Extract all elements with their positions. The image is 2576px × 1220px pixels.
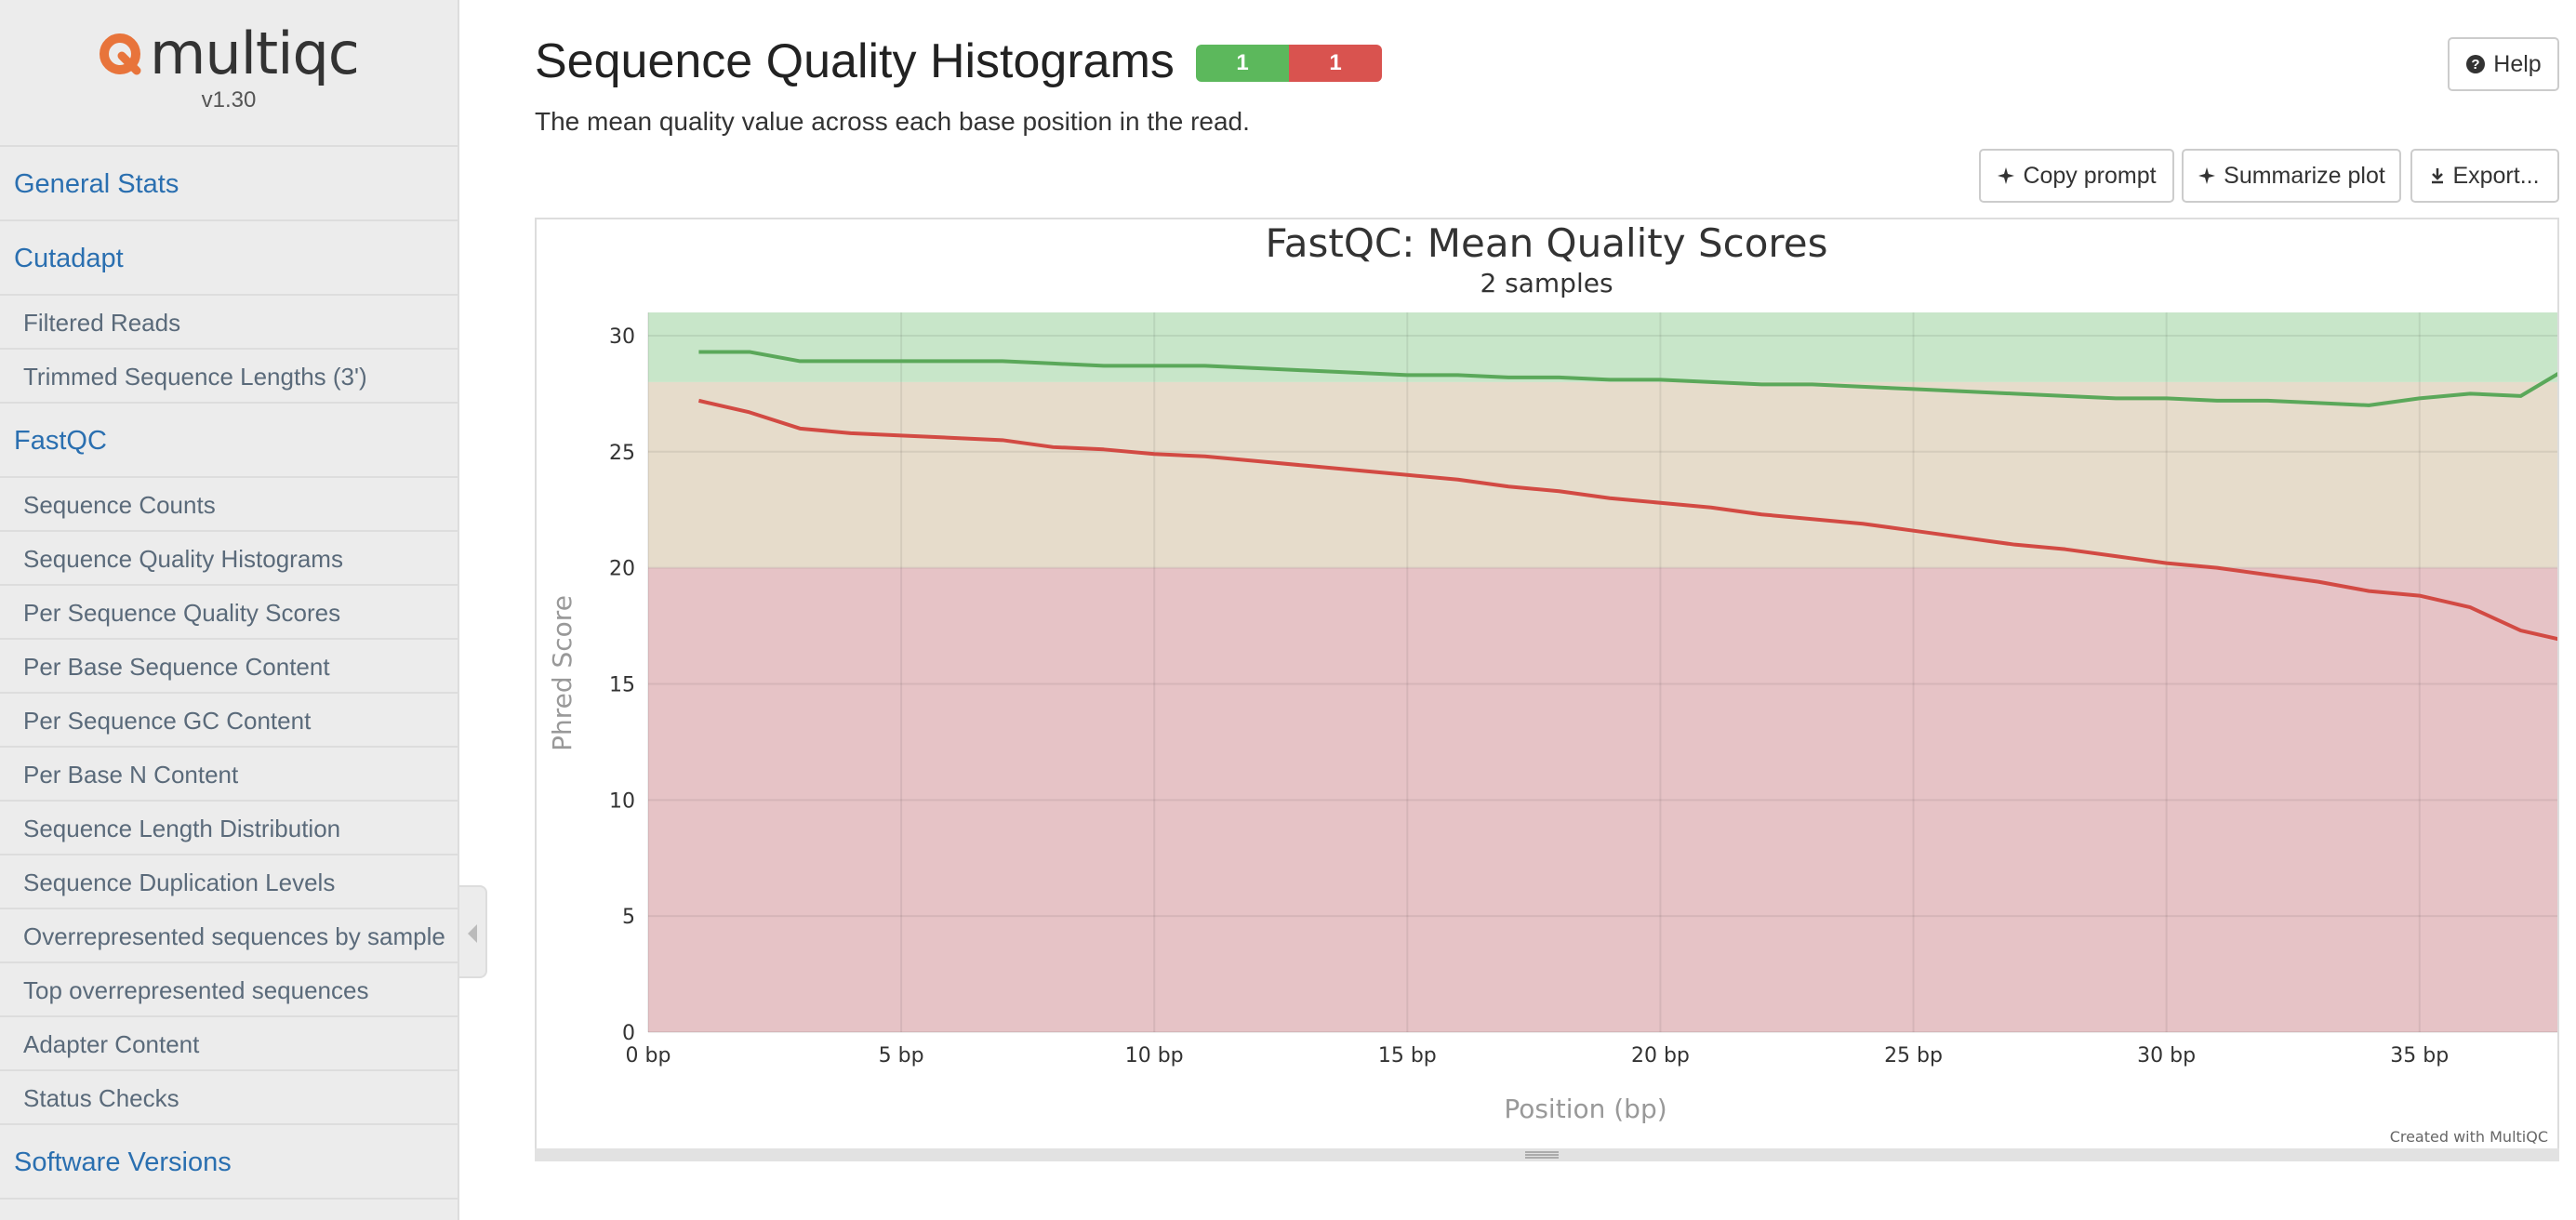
copy-prompt-button[interactable]: Copy prompt	[1979, 149, 2174, 203]
nav-per-sequence-gc-content[interactable]: Per Sequence GC Content	[0, 694, 458, 748]
y-axis-label: Phred Score	[547, 595, 578, 751]
summarize-plot-button[interactable]: Summarize plot	[2182, 149, 2401, 203]
x-axis-label: Position (bp)	[1504, 1094, 1666, 1124]
main-content: Sequence Quality Histograms 1 1 The mean…	[459, 0, 2576, 1220]
multiqc-logo[interactable]: multiqc	[98, 20, 360, 87]
y-tick-label: 25	[609, 442, 635, 465]
nav-software-versions[interactable]: Software Versions	[0, 1125, 458, 1200]
x-tick-label: 25 bp	[1884, 1044, 1943, 1068]
nav-fastqc[interactable]: FastQC	[0, 404, 458, 478]
chart-title: FastQC: Mean Quality Scores	[1265, 220, 1827, 266]
band-good	[648, 312, 2557, 382]
sidebar-collapse-toggle[interactable]	[459, 885, 487, 978]
pass-count-badge[interactable]: 1	[1196, 45, 1289, 82]
x-tick-label: 20 bp	[1631, 1044, 1690, 1068]
page-title: Sequence Quality Histograms	[535, 34, 1175, 88]
logo-area: multiqc v1.30	[0, 0, 458, 147]
svg-text:?: ?	[2472, 57, 2480, 73]
series-line-1[interactable]	[698, 350, 2557, 407]
status-badges: 1 1	[1196, 45, 1382, 82]
nav-sequence-quality-histograms[interactable]: Sequence Quality Histograms	[0, 532, 458, 586]
export-label: Export...	[2452, 162, 2540, 189]
question-circle-icon: ?	[2466, 55, 2486, 73]
nav-overrepresented-by-sample[interactable]: Overrepresented sequences by sample	[0, 909, 458, 963]
download-icon	[2432, 168, 2444, 184]
sparkle-icon	[1998, 167, 2015, 184]
nav-per-base-n-content[interactable]: Per Base N Content	[0, 748, 458, 802]
sidebar: multiqc v1.30 General Stats Cutadapt Fil…	[0, 0, 459, 1220]
nav-filtered-reads[interactable]: Filtered Reads	[0, 296, 458, 350]
nav-per-base-sequence-content[interactable]: Per Base Sequence Content	[0, 640, 458, 694]
x-tick-label: 10 bp	[1125, 1044, 1184, 1068]
nav-sequence-length-distribution[interactable]: Sequence Length Distribution	[0, 802, 458, 855]
drag-handle-icon	[1525, 1151, 1559, 1159]
sparkle-icon	[2198, 167, 2216, 184]
nav-trimmed-sequence-lengths[interactable]: Trimmed Sequence Lengths (3')	[0, 350, 458, 404]
chart-subtitle: 2 samples	[1480, 268, 1613, 298]
caret-left-icon	[468, 924, 477, 943]
plot-container[interactable]: 0 bp 5 bp 10 bp 15 bp 20 bp 25 bp 30 bp 35 bp 0 5…	[535, 218, 2559, 1150]
nav-sequence-counts[interactable]: Sequence Counts	[0, 478, 458, 532]
nav-general-stats[interactable]: General Stats	[0, 147, 458, 221]
multiqc-logo-icon	[100, 33, 141, 75]
mean-quality-chart[interactable]: 0 bp 5 bp 10 bp 15 bp 20 bp 25 bp 30 bp 35 bp 0 5…	[537, 219, 2557, 1148]
band-warn	[648, 381, 2557, 568]
x-tick-label: 0 bp	[626, 1044, 671, 1068]
x-tick-label: 35 bp	[2390, 1044, 2449, 1068]
y-tick-label: 15	[609, 673, 635, 696]
x-tick-label: 5 bp	[879, 1044, 924, 1068]
x-tick-label: 15 bp	[1378, 1044, 1437, 1068]
plot-resize-handle[interactable]	[535, 1148, 2559, 1161]
section-description: The mean quality value across each base …	[535, 107, 1250, 136]
nav-sequence-duplication-levels[interactable]: Sequence Duplication Levels	[0, 855, 458, 909]
nav-top-overrepresented[interactable]: Top overrepresented sequences	[0, 963, 458, 1017]
fail-count-badge[interactable]: 1	[1289, 45, 1382, 82]
y-tick-label: 20	[609, 558, 635, 581]
nav-per-sequence-quality-scores[interactable]: Per Sequence Quality Scores	[0, 586, 458, 640]
export-button[interactable]: Export...	[2410, 149, 2559, 203]
logo-text: multiqc	[150, 20, 360, 87]
x-tick-label: 30 bp	[2137, 1044, 2196, 1068]
version-label: v1.30	[201, 87, 257, 113]
nav-status-checks[interactable]: Status Checks	[0, 1071, 458, 1125]
y-tick-label: 5	[622, 906, 635, 929]
copy-prompt-label: Copy prompt	[2023, 162, 2157, 189]
chart-credit[interactable]: Created with MultiQC	[2390, 1128, 2548, 1146]
help-button[interactable]: ? Help	[2448, 37, 2559, 91]
nav-adapter-content[interactable]: Adapter Content	[0, 1017, 458, 1071]
band-bad	[648, 567, 2557, 1032]
y-tick-label: 30	[609, 325, 635, 349]
y-tick-label: 10	[609, 789, 635, 813]
series-line-2[interactable]	[697, 398, 2557, 643]
summarize-plot-label: Summarize plot	[2224, 162, 2385, 189]
y-tick-label: 0	[622, 1022, 635, 1045]
help-label: Help	[2493, 50, 2542, 77]
nav-cutadapt[interactable]: Cutadapt	[0, 221, 458, 296]
